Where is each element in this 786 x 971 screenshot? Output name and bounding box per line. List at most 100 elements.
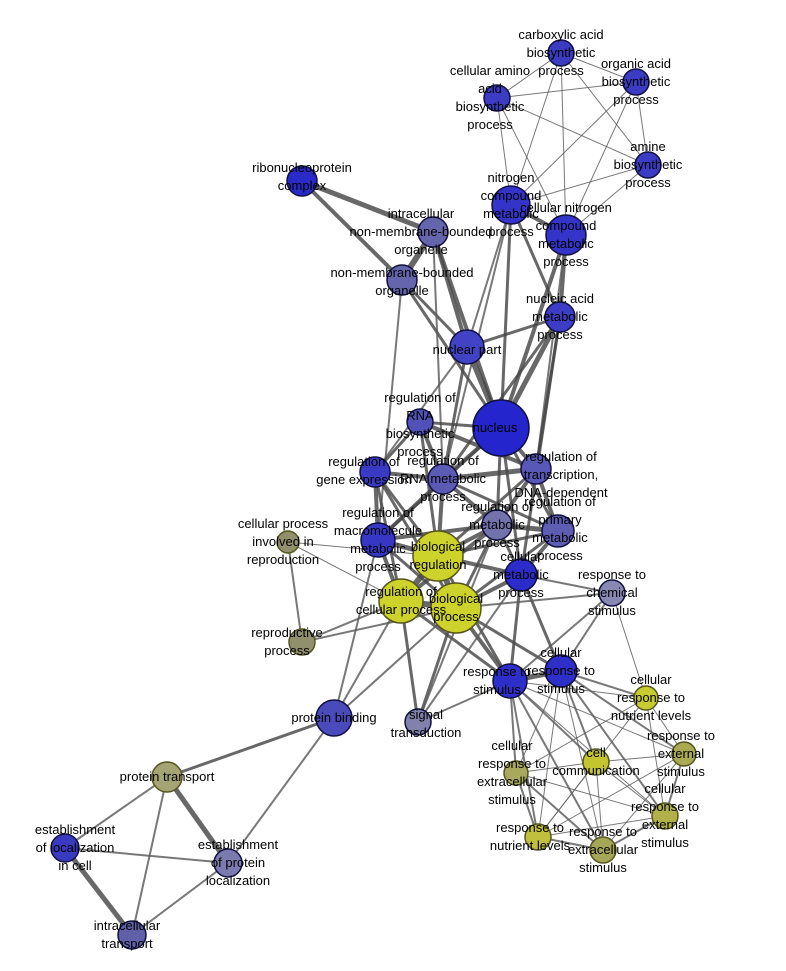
graph-edge — [509, 680, 539, 838]
node-nucleus[interactable] — [472, 399, 530, 457]
node-label-epl: establishment of protein localization — [198, 837, 279, 888]
graph-edge — [509, 592, 613, 682]
node-bioreg[interactable] — [412, 530, 464, 582]
node-label-prottrans: protein transport — [120, 769, 215, 784]
node-carbox[interactable] — [547, 39, 575, 67]
node-label-cellrespstim: cellular response to stimulus — [527, 645, 595, 696]
graph-edge — [537, 753, 685, 838]
node-nonmem[interactable] — [386, 264, 418, 296]
graph-edge — [560, 670, 604, 851]
graph-edge — [565, 81, 637, 236]
node-regmacro[interactable] — [360, 522, 396, 558]
node-reggene[interactable] — [359, 456, 391, 488]
graph-edge — [455, 592, 613, 609]
graph-edge — [595, 761, 666, 817]
node-nucleicacid[interactable] — [544, 301, 576, 333]
node-cellcomm[interactable] — [582, 748, 610, 776]
node-label-crnl: cellular response to nutrient levels — [611, 672, 692, 723]
graph-edge — [441, 315, 562, 481]
graph-edge — [509, 680, 685, 755]
node-bioproc[interactable] — [430, 582, 482, 634]
graph-edge — [508, 573, 523, 683]
node-amine[interactable] — [634, 151, 662, 179]
graph-edge — [62, 845, 135, 938]
node-label-rext: response to external stimulus — [647, 728, 715, 779]
node-intraorg[interactable] — [417, 216, 449, 248]
graph-edge — [515, 697, 647, 774]
graph-edge — [299, 178, 436, 235]
graph-edge — [509, 203, 562, 319]
graph-edge — [560, 670, 685, 755]
node-sigtrans[interactable] — [404, 708, 432, 736]
node-rext[interactable] — [671, 741, 697, 767]
node-ribo[interactable] — [286, 165, 318, 197]
graph-edge — [602, 753, 685, 851]
graph-edge — [611, 592, 647, 699]
graph-edge — [560, 670, 666, 817]
graph-edge — [64, 776, 168, 849]
graph-edge — [441, 345, 469, 481]
node-nuclearpart[interactable] — [449, 329, 485, 365]
node-respstim[interactable] — [492, 663, 528, 699]
graph-edge — [301, 607, 457, 643]
node-label-cpir: cellular process involved in reproduction — [238, 516, 329, 567]
graph-edge — [333, 607, 457, 719]
node-label-regmet: regulation of metabolic process — [461, 499, 533, 550]
node-regprim[interactable] — [541, 514, 575, 548]
node-label-regtrans: regulation of transcription, DNA-dependent — [514, 449, 608, 500]
node-crnl[interactable] — [633, 685, 659, 711]
graph-edge — [227, 717, 335, 864]
graph-edge — [373, 470, 458, 610]
node-intratrans[interactable] — [117, 920, 147, 950]
node-epl[interactable] — [213, 848, 243, 878]
node-label-regcellproc: regulation of cellular process — [356, 584, 447, 617]
node-organic[interactable] — [622, 68, 650, 96]
node-prottrans[interactable] — [151, 761, 183, 793]
node-cellrespstim[interactable] — [544, 654, 578, 688]
graph-edge — [441, 477, 560, 533]
graph-edge — [499, 203, 513, 430]
node-regmet[interactable] — [481, 509, 513, 541]
graph-edge — [466, 204, 512, 348]
node-cpir[interactable] — [276, 530, 300, 554]
graph-edge — [510, 52, 562, 206]
node-regrnamet[interactable] — [427, 463, 459, 495]
node-regrnabio[interactable] — [406, 408, 434, 436]
node-repro[interactable] — [288, 628, 316, 656]
graph-edge — [510, 164, 649, 206]
node-label-bioreg: biological regulation — [409, 539, 466, 572]
graph-edge — [499, 233, 568, 430]
graph-edge — [131, 862, 229, 936]
node-label-cellnitro: cellular nitrogen compound metabolic proces… — [520, 200, 612, 269]
node-label-carbox: carboxylic acid biosynthetic process — [518, 27, 603, 78]
node-label-cellmet: cellular metabolic process — [493, 549, 549, 600]
node-regtrans[interactable] — [520, 453, 552, 485]
node-crext[interactable] — [651, 802, 679, 830]
graph-edge — [537, 761, 597, 838]
node-rextr[interactable] — [589, 836, 617, 864]
node-label-elic: establishment of localization in cell — [35, 822, 116, 873]
node-elic[interactable] — [50, 833, 80, 863]
node-label-regprim: regulation of primary metabolic process — [524, 494, 596, 563]
graph-edge — [64, 847, 229, 864]
graph-edge — [560, 52, 567, 236]
node-label-bioproc: biological process — [429, 591, 483, 624]
node-regcellproc[interactable] — [378, 578, 424, 624]
node-label-respstim: response to stimulus — [463, 664, 531, 697]
node-label-nitro: nitrogen compound metabolic process — [481, 170, 542, 239]
node-label-crextr: cellular response to extracellular stimulus — [477, 738, 548, 807]
node-label-ribo: ribonucleoprotein complex — [252, 160, 352, 193]
node-cellnitro[interactable] — [545, 214, 587, 256]
node-amino[interactable] — [483, 84, 511, 112]
graph-edge — [165, 716, 336, 779]
node-cellmet[interactable] — [504, 558, 538, 592]
node-label-regrnabio: regulation of RNA biosynthetic process — [384, 390, 456, 459]
node-rnl[interactable] — [524, 823, 552, 851]
node-protbind[interactable] — [315, 699, 353, 737]
node-crextr[interactable] — [503, 760, 529, 786]
node-nitro[interactable] — [491, 185, 531, 225]
node-label-protbind: protein binding — [291, 710, 376, 725]
node-respchem[interactable] — [598, 579, 626, 607]
node-label-amino: cellular amino acid biosynthetic process — [450, 63, 530, 132]
